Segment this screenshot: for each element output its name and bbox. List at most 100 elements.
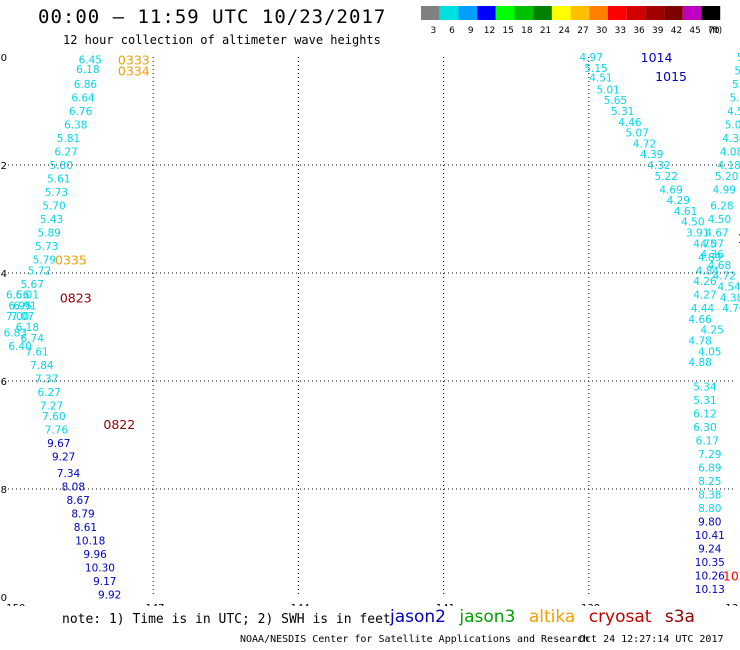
swh-value-altika: 5.31 bbox=[693, 395, 716, 407]
legend-label-39: 39 bbox=[652, 26, 664, 36]
swh-value-altika: 6.27 bbox=[54, 147, 77, 159]
pass-time-label: 1015 bbox=[655, 69, 687, 84]
swh-value-altika: 4.38 bbox=[720, 292, 740, 304]
swh-value-altika: 4.50 bbox=[708, 214, 731, 226]
swh-value-altika: 5.43 bbox=[40, 214, 63, 226]
swh-value-altika: 5.31 bbox=[611, 106, 634, 118]
legend-swatch-39 bbox=[645, 6, 665, 20]
swh-value-altika: 6.27 bbox=[37, 387, 60, 399]
swh-value-altika: 7.07 bbox=[11, 311, 34, 323]
swh-value-altika: 4.99 bbox=[713, 184, 736, 196]
satellite-altika: altika bbox=[528, 607, 576, 627]
swh-value-jason2: 8.61 bbox=[74, 522, 97, 534]
swh-value-altika: 4.51 bbox=[589, 73, 612, 85]
legend-swatch-3 bbox=[421, 6, 440, 20]
legend-label-36: 36 bbox=[633, 26, 645, 36]
swh-value-altika: 6.91 bbox=[13, 300, 36, 312]
swh-value-altika: 4.46 bbox=[618, 117, 642, 129]
pass-time-label: 0823 bbox=[60, 290, 92, 305]
swh-value-altika: 4.34 bbox=[722, 133, 740, 145]
legend-label-33: 33 bbox=[615, 26, 626, 36]
swh-value-altika: 8.38 bbox=[698, 489, 721, 501]
swh-value-altika: 4.69 bbox=[659, 184, 682, 196]
swh-value-jason2: 9.92 bbox=[98, 589, 121, 601]
satellite-legend: jason2 jason3 altika cryosat s3a bbox=[390, 607, 703, 627]
swh-value-jason2: 9.67 bbox=[47, 438, 70, 450]
swh-value-altika: 4.26 bbox=[693, 276, 717, 288]
swh-value-jason2: 9.80 bbox=[698, 516, 721, 528]
pass-time-label: 1014 bbox=[641, 50, 673, 65]
swh-value-jason2: 10.30 bbox=[85, 562, 115, 574]
map-title: 00:00 – 11:59 UTC 10/23/2017 bbox=[38, 6, 387, 28]
legend-label-24: 24 bbox=[559, 26, 571, 36]
swh-value-altika: 6.95 bbox=[8, 300, 31, 312]
legend-swatch-21 bbox=[533, 6, 552, 20]
swh-value-altika: 7.60 bbox=[42, 411, 65, 423]
swh-value-altika: 5.89 bbox=[37, 228, 60, 240]
satellite-jason3: jason3 bbox=[459, 607, 516, 627]
legend-label-45: 45 bbox=[689, 26, 700, 36]
swh-value-altika: 5.20 bbox=[715, 171, 738, 183]
swh-value-altika: 4.08 bbox=[720, 147, 740, 159]
legend-label-21: 21 bbox=[540, 26, 551, 36]
swh-value-jason2: 8.08 bbox=[62, 481, 85, 493]
legend-label-9: 9 bbox=[468, 26, 474, 36]
lon-tick-label: -144 bbox=[287, 603, 310, 606]
swh-value-altika: 6.56 bbox=[6, 290, 30, 302]
satellite-jason2: jason2 bbox=[390, 607, 446, 627]
swh-value-altika: 4.61 bbox=[674, 206, 697, 218]
legend-swatch-6 bbox=[439, 6, 459, 20]
legend-swatch-33 bbox=[608, 6, 627, 20]
map-subtitle: 12 hour collection of altimeter wave hei… bbox=[63, 33, 381, 47]
lat-tick-label: -32 bbox=[0, 161, 7, 172]
pass-time-label: 0333 bbox=[118, 53, 150, 68]
swh-value-jason2: 10.13 bbox=[695, 584, 725, 596]
swh-value-altika: 4.05 bbox=[698, 346, 721, 358]
swh-value-altika: 4.36 bbox=[701, 249, 725, 261]
swh-value-altika: 5.07 bbox=[626, 128, 649, 140]
swh-value-altika: 4.66 bbox=[688, 314, 712, 326]
swh-value-altika: 6.89 bbox=[698, 462, 721, 474]
swh-value-altika: 5.61 bbox=[47, 174, 70, 186]
pass-time-label: 0335 bbox=[55, 253, 87, 268]
swh-value-altika: 4.72 bbox=[633, 138, 656, 150]
swh-value-altika: 5.15 bbox=[584, 63, 607, 75]
swh-value-altika: 4.18 bbox=[717, 160, 740, 172]
swh-value-altika: 7.29 bbox=[698, 449, 721, 461]
footnote: note: 1) Time is in UTC; 2) SWH is in fe… bbox=[62, 612, 391, 627]
swh-value-jason2: 9.96 bbox=[83, 549, 107, 561]
legend-swatch-12 bbox=[477, 6, 496, 20]
swh-value-jason2: 7.34 bbox=[57, 468, 81, 480]
swh-value-altika: 4.75 bbox=[693, 238, 716, 250]
swh-value-altika: 6.18 bbox=[16, 322, 39, 334]
swh-value-jason2: 9.17 bbox=[93, 576, 116, 588]
swh-value-altika: 5.65 bbox=[604, 95, 627, 107]
swh-value-altika: 6.40 bbox=[8, 341, 31, 353]
swh-value-altika: 4.68 bbox=[708, 260, 731, 272]
lon-tick-label: -13 bbox=[722, 603, 738, 606]
legend-swatch-24 bbox=[551, 6, 571, 20]
swh-value-altika: 4.97 bbox=[580, 52, 603, 64]
pass-time-label: 0334 bbox=[118, 64, 150, 79]
swh-value-altika: 4.27 bbox=[693, 290, 716, 302]
lat-tick-label: -36 bbox=[0, 377, 7, 388]
swh-value-altika: 4.07 bbox=[701, 238, 724, 250]
legend-swatch-36 bbox=[626, 6, 646, 20]
swh-value-altika: 7.00 bbox=[6, 311, 29, 323]
legend-swatch-70 bbox=[701, 6, 721, 20]
legend-swatch-45 bbox=[682, 6, 702, 20]
satellite-cryosat: cryosat bbox=[588, 607, 652, 627]
legend-swatch-30 bbox=[589, 6, 608, 20]
swh-value-altika: 6.86 bbox=[74, 79, 98, 91]
swh-value-jason2: 10.41 bbox=[695, 530, 725, 542]
legend-label-42: 42 bbox=[671, 26, 682, 36]
swh-value-altika: 7.76 bbox=[45, 425, 69, 437]
swh-value-altika: 5.34 bbox=[693, 381, 717, 393]
lat-tick-label: -34 bbox=[0, 269, 7, 280]
legend-label-3: 3 bbox=[430, 26, 436, 36]
swh-value-altika: 4.67 bbox=[705, 228, 728, 240]
swh-value-altika: 7.84 bbox=[30, 360, 54, 372]
swh-value-altika: 5.73 bbox=[45, 187, 68, 199]
swh-value-altika: 4.39 bbox=[640, 149, 663, 161]
swh-value-altika: 5.73 bbox=[35, 241, 58, 253]
